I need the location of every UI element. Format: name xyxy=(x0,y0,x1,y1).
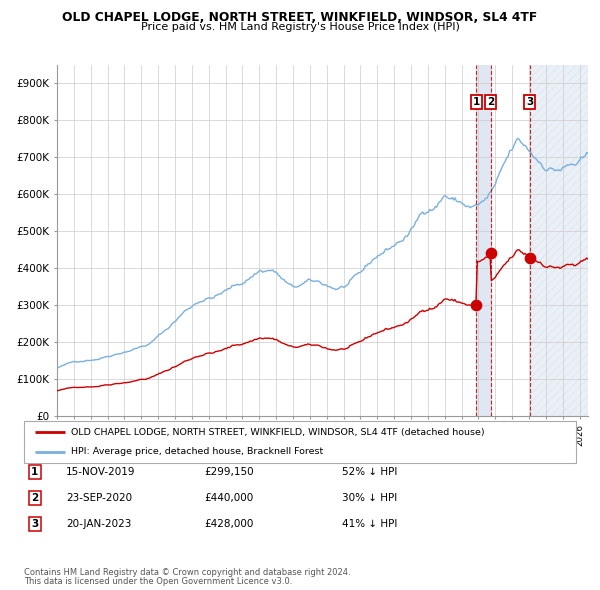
Text: HPI: Average price, detached house, Bracknell Forest: HPI: Average price, detached house, Brac… xyxy=(71,447,323,456)
Text: 20-JAN-2023: 20-JAN-2023 xyxy=(66,519,131,529)
Text: OLD CHAPEL LODGE, NORTH STREET, WINKFIELD, WINDSOR, SL4 4TF (detached house): OLD CHAPEL LODGE, NORTH STREET, WINKFIEL… xyxy=(71,428,485,437)
Text: 52% ↓ HPI: 52% ↓ HPI xyxy=(342,467,397,477)
Text: £428,000: £428,000 xyxy=(204,519,253,529)
Text: Contains HM Land Registry data © Crown copyright and database right 2024.: Contains HM Land Registry data © Crown c… xyxy=(24,568,350,577)
Text: 3: 3 xyxy=(31,519,38,529)
Text: Price paid vs. HM Land Registry's House Price Index (HPI): Price paid vs. HM Land Registry's House … xyxy=(140,22,460,32)
Text: £299,150: £299,150 xyxy=(204,467,254,477)
Point xyxy=(525,253,535,263)
Bar xyxy=(530,65,588,416)
Text: 1: 1 xyxy=(473,97,480,107)
Text: This data is licensed under the Open Government Licence v3.0.: This data is licensed under the Open Gov… xyxy=(24,577,292,586)
Text: OLD CHAPEL LODGE, NORTH STREET, WINKFIELD, WINDSOR, SL4 4TF: OLD CHAPEL LODGE, NORTH STREET, WINKFIEL… xyxy=(62,11,538,24)
Text: 1: 1 xyxy=(31,467,38,477)
Text: 2: 2 xyxy=(31,493,38,503)
Text: 2: 2 xyxy=(487,97,494,107)
Bar xyxy=(476,65,491,416)
Text: 3: 3 xyxy=(526,97,533,107)
Text: £440,000: £440,000 xyxy=(204,493,253,503)
Text: 30% ↓ HPI: 30% ↓ HPI xyxy=(342,493,397,503)
Text: 15-NOV-2019: 15-NOV-2019 xyxy=(66,467,136,477)
Point xyxy=(472,301,481,310)
Point xyxy=(486,248,496,258)
Text: 23-SEP-2020: 23-SEP-2020 xyxy=(66,493,132,503)
Text: 41% ↓ HPI: 41% ↓ HPI xyxy=(342,519,397,529)
FancyBboxPatch shape xyxy=(24,421,576,463)
